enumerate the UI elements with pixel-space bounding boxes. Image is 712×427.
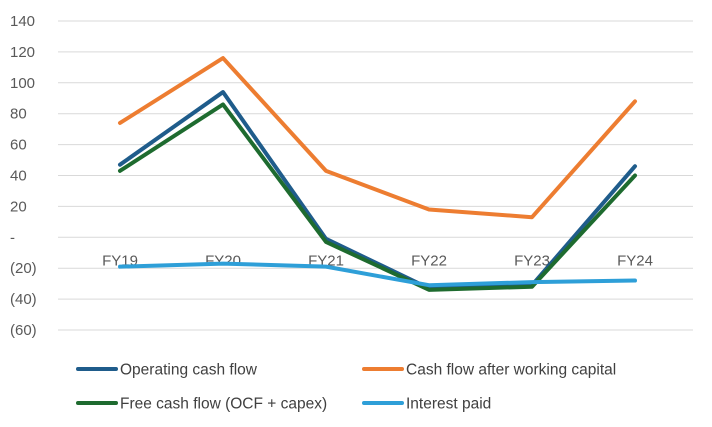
gridlines <box>58 20 693 331</box>
legend-label: Free cash flow (OCF + capex) <box>120 396 327 413</box>
y-tick-label: (60) <box>10 322 37 339</box>
series-lines <box>118 56 637 292</box>
y-tick-label: 100 <box>10 75 35 92</box>
y-tick-label: 120 <box>10 44 35 61</box>
y-tick-label: - <box>10 229 15 246</box>
legend: Operating cash flow Cash flow after worki… <box>76 362 616 413</box>
x-tick-label: FY23 <box>514 252 550 269</box>
y-tick-label: (20) <box>10 260 37 277</box>
x-tick-label: FY20 <box>205 252 241 269</box>
series-line <box>118 56 637 220</box>
y-tick-label: 40 <box>10 168 27 185</box>
y-axis-ticks: 140 120 100 80 60 40 20 - (20) (40) (60) <box>10 13 37 339</box>
y-tick-label: 140 <box>10 13 35 30</box>
x-tick-label: FY22 <box>411 252 447 269</box>
legend-label: Operating cash flow <box>120 362 258 379</box>
y-tick-label: 80 <box>10 106 27 123</box>
x-tick-label: FY24 <box>617 252 653 269</box>
series-line <box>118 102 637 292</box>
legend-label: Interest paid <box>406 396 491 413</box>
y-tick-label: (40) <box>10 291 37 308</box>
series-line <box>118 261 637 288</box>
y-tick-label: 20 <box>10 198 27 215</box>
y-tick-label: 60 <box>10 137 27 154</box>
legend-label: Cash flow after working capital <box>406 362 616 379</box>
